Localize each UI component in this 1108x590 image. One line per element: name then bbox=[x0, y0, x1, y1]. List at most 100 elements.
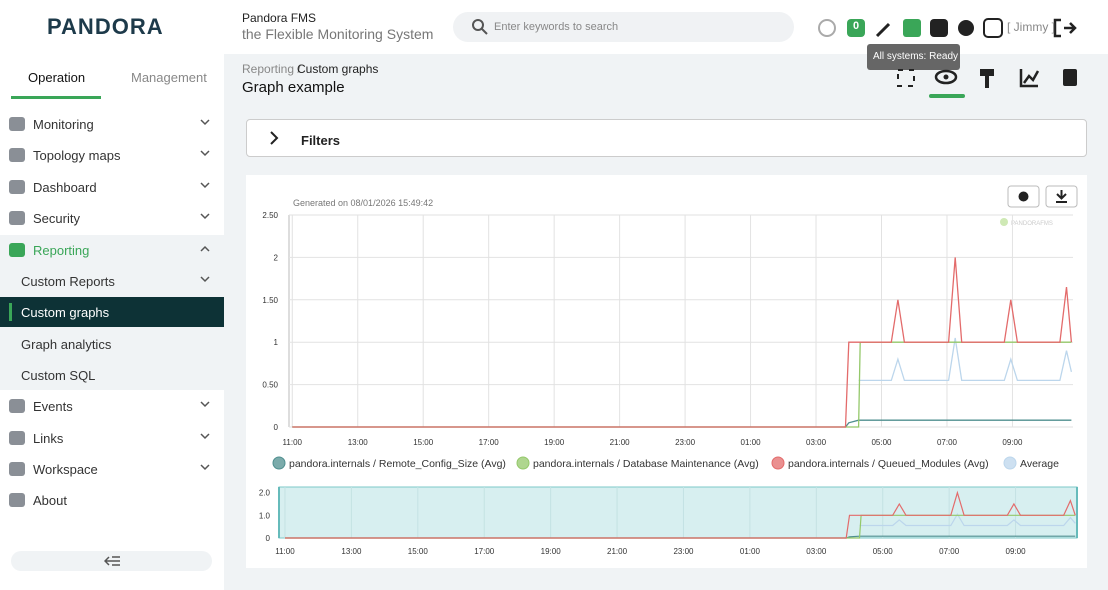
x-tick-label: 09:00 bbox=[1002, 438, 1023, 447]
help-icon[interactable] bbox=[930, 19, 948, 37]
menu-label: Topology maps bbox=[33, 148, 121, 163]
active-tab-underline bbox=[929, 94, 965, 98]
chevron bbox=[200, 464, 210, 471]
menu-icon bbox=[9, 117, 25, 131]
builder-icon[interactable] bbox=[980, 69, 994, 88]
y-tick-label: 1.50 bbox=[262, 296, 278, 305]
menu-item[interactable]: Dashboard bbox=[0, 172, 224, 203]
menu-item[interactable]: Reporting bbox=[0, 235, 224, 266]
chevron bbox=[200, 401, 210, 408]
tab-management[interactable]: Management bbox=[131, 70, 207, 85]
navigator-x-label: 13:00 bbox=[341, 547, 362, 556]
y-tick-label: 0.50 bbox=[262, 381, 278, 390]
navigator-line bbox=[285, 535, 1076, 539]
header-icons bbox=[818, 18, 1077, 38]
navigator-line bbox=[285, 490, 1076, 539]
graph-icon[interactable] bbox=[1019, 69, 1040, 88]
tooltip-text: All systems: Ready bbox=[873, 51, 959, 62]
menu-icon bbox=[9, 243, 25, 257]
menu-label: Custom Reports bbox=[21, 274, 115, 289]
logo[interactable]: PANDORA bbox=[47, 14, 164, 39]
menu-item[interactable]: Custom Reports bbox=[0, 266, 224, 297]
navigator-x-label: 21:00 bbox=[607, 547, 628, 556]
x-tick-label: 11:00 bbox=[283, 438, 303, 447]
filters-label: Filters bbox=[301, 133, 341, 148]
menu-label: Dashboard bbox=[33, 180, 97, 195]
menu-icon bbox=[9, 493, 25, 507]
x-tick-label: 01:00 bbox=[741, 438, 762, 447]
menu-label: Monitoring bbox=[33, 117, 94, 132]
history-icon[interactable] bbox=[818, 19, 836, 37]
menu-item[interactable]: Workspace bbox=[0, 454, 224, 485]
menu-item[interactable]: About bbox=[0, 485, 224, 516]
navigator-x-label: 15:00 bbox=[408, 547, 429, 556]
series-line bbox=[292, 419, 1072, 428]
navigator-y-label: 2.0 bbox=[259, 489, 271, 498]
navigator-x-label: 05:00 bbox=[873, 547, 894, 556]
menu-icon bbox=[9, 431, 25, 445]
search-icon bbox=[472, 19, 488, 35]
menu-label: Custom graphs bbox=[21, 305, 110, 320]
watermark-icon bbox=[1000, 218, 1008, 226]
menu-item[interactable]: Topology maps bbox=[0, 140, 224, 171]
page-title: Graph example bbox=[242, 79, 345, 96]
navigator-range bbox=[278, 486, 1078, 539]
menu-label: Custom SQL bbox=[21, 368, 96, 383]
x-tick-label: 17:00 bbox=[479, 438, 500, 447]
settings-glyph bbox=[1018, 191, 1029, 202]
menu-label: Reporting bbox=[33, 243, 90, 258]
legend-label: pandora.internals / Remote_Config_Size (… bbox=[289, 458, 506, 470]
legend-label: pandora.internals / Queued_Modules (Avg) bbox=[788, 458, 989, 470]
x-tick-label: 23:00 bbox=[675, 438, 696, 447]
tab-operation[interactable]: Operation bbox=[28, 70, 86, 85]
navigator-y-label: 0 bbox=[266, 534, 271, 543]
menu-item[interactable]: Security bbox=[0, 203, 224, 234]
search-box[interactable]: Enter keywords to search bbox=[453, 12, 794, 42]
menu-item[interactable]: Custom SQL bbox=[0, 360, 224, 391]
menu-item[interactable]: Graph analytics bbox=[0, 329, 224, 360]
x-tick-label: 13:00 bbox=[348, 438, 369, 447]
x-tick-label: 05:00 bbox=[871, 438, 892, 447]
fullscreen-icon[interactable] bbox=[897, 69, 915, 87]
navigator-x-label: 19:00 bbox=[541, 547, 562, 556]
x-tick-label: 07:00 bbox=[937, 438, 958, 447]
navigator-x-label: 07:00 bbox=[939, 547, 960, 556]
server-icon[interactable] bbox=[903, 19, 921, 37]
user-icon[interactable] bbox=[983, 18, 1003, 38]
product-name: Pandora FMS bbox=[242, 11, 317, 25]
expand-icon bbox=[270, 131, 279, 145]
navigator-x-label: 11:00 bbox=[275, 547, 295, 556]
generated-note: Generated on 08/01/2026 15:49:42 bbox=[293, 198, 433, 208]
menu-label: About bbox=[33, 493, 67, 508]
filters-box[interactable]: Filters bbox=[246, 119, 1087, 157]
navigator-x-label: 23:00 bbox=[673, 547, 694, 556]
chevron bbox=[200, 276, 210, 283]
x-tick-label: 15:00 bbox=[413, 438, 434, 447]
legend-marker bbox=[272, 456, 286, 470]
menu-item[interactable]: Links bbox=[0, 423, 224, 454]
alert-badge[interactable] bbox=[847, 19, 865, 37]
settings-icon[interactable] bbox=[958, 20, 974, 36]
menu-label: Security bbox=[33, 211, 80, 226]
menu-item[interactable]: Custom graphs bbox=[0, 297, 224, 328]
x-tick-label: 19:00 bbox=[544, 438, 565, 447]
y-tick-label: 0 bbox=[274, 423, 279, 432]
view-icon[interactable] bbox=[934, 69, 958, 85]
wand-icon[interactable] bbox=[875, 22, 891, 38]
menu-item[interactable]: Events bbox=[0, 391, 224, 422]
x-tick-label: 03:00 bbox=[806, 438, 827, 447]
menu-item[interactable]: Monitoring bbox=[0, 109, 224, 140]
breadcrumb-parent[interactable]: Reporting / bbox=[242, 62, 301, 76]
chevron bbox=[200, 119, 210, 126]
menu-icon bbox=[9, 148, 25, 162]
legend-label: Average bbox=[1020, 458, 1059, 470]
collapse-button[interactable] bbox=[11, 551, 212, 571]
menu-label: Graph analytics bbox=[21, 337, 112, 352]
user-name[interactable]: [ Jimmy ] bbox=[1007, 20, 1055, 34]
chevron bbox=[200, 245, 210, 252]
report-icon[interactable] bbox=[1063, 69, 1077, 86]
navigator-x-label: 01:00 bbox=[740, 547, 761, 556]
logout-icon[interactable] bbox=[1053, 18, 1077, 38]
y-tick-label: 2 bbox=[274, 253, 279, 262]
